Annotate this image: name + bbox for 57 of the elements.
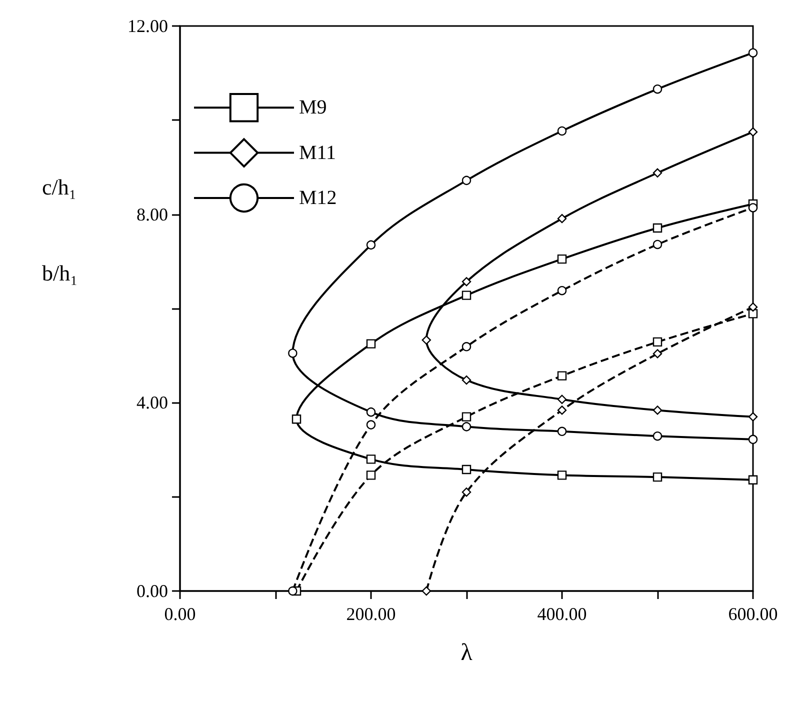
point xyxy=(557,254,567,264)
point xyxy=(652,337,662,347)
point xyxy=(366,454,376,464)
x-tick-label: 200.00 xyxy=(346,604,396,624)
point xyxy=(652,406,662,415)
point xyxy=(557,214,567,224)
point xyxy=(652,223,662,233)
x-axis-title: λ xyxy=(460,640,473,666)
x-tick-label: 400.00 xyxy=(537,604,587,624)
point xyxy=(652,240,662,250)
point xyxy=(366,420,376,430)
point xyxy=(462,412,472,422)
point xyxy=(462,290,472,300)
point xyxy=(748,475,758,484)
point xyxy=(462,375,472,385)
x-tick-label: 600.00 xyxy=(728,604,778,624)
point xyxy=(748,434,758,444)
point xyxy=(462,464,472,474)
point xyxy=(462,277,472,286)
legend-label: M12 xyxy=(299,187,337,209)
point xyxy=(366,407,376,417)
point xyxy=(748,412,758,422)
y-tick-label: 0.00 xyxy=(136,581,168,601)
point xyxy=(557,394,567,404)
point xyxy=(366,339,376,348)
point xyxy=(366,470,376,480)
point xyxy=(366,240,376,250)
point xyxy=(288,348,298,358)
point xyxy=(557,126,567,136)
point xyxy=(652,84,662,94)
point xyxy=(422,586,431,596)
point xyxy=(557,286,567,296)
point xyxy=(462,342,472,352)
y-tick-label: 4.00 xyxy=(136,392,168,413)
point xyxy=(557,406,567,415)
point xyxy=(557,371,567,380)
legend-label: M9 xyxy=(299,96,327,119)
legend-label: M11 xyxy=(299,142,336,164)
y-tick-label: 12.00 xyxy=(128,16,168,36)
y-tick-label: 8.00 xyxy=(136,204,168,224)
text: c/h₁ b/h₁ xyxy=(42,174,78,286)
point xyxy=(292,414,302,424)
point xyxy=(748,309,758,318)
point xyxy=(462,176,472,186)
point xyxy=(462,422,472,432)
point xyxy=(748,203,758,212)
point xyxy=(557,426,567,436)
point xyxy=(748,127,758,137)
point xyxy=(652,472,662,482)
point xyxy=(748,302,758,312)
point xyxy=(652,168,662,178)
point xyxy=(748,48,758,58)
point xyxy=(652,432,662,441)
x-tick-label: 0.00 xyxy=(164,604,196,624)
point xyxy=(288,586,298,596)
point xyxy=(422,335,431,345)
point xyxy=(557,470,567,480)
